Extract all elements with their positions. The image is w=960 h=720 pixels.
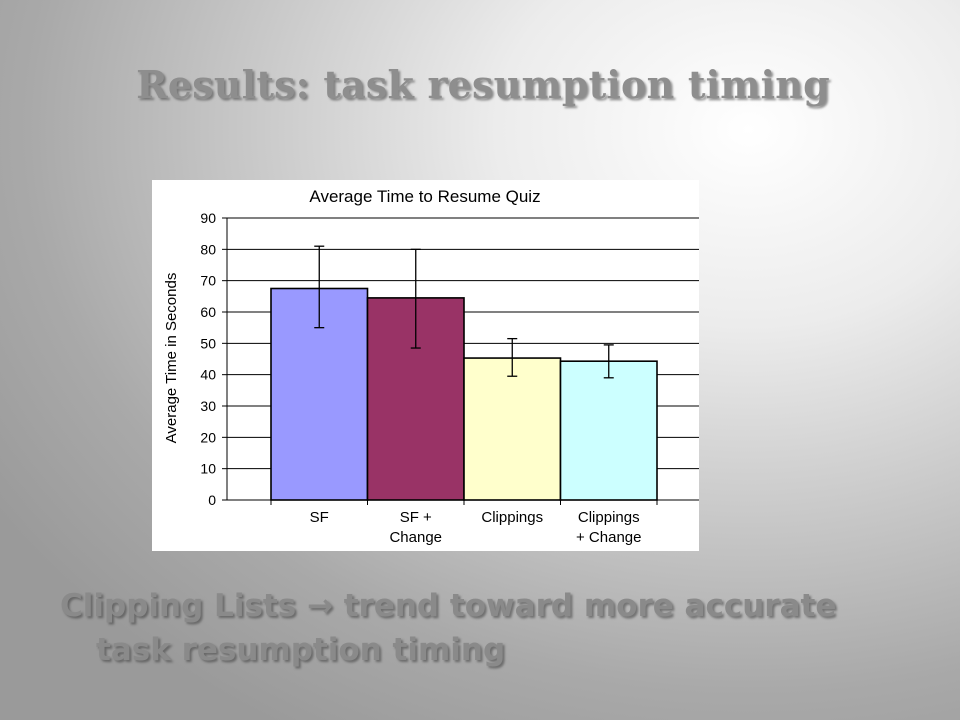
bullet-line-2: task resumption timing <box>96 632 506 668</box>
x-tick-label: Change <box>389 529 442 546</box>
chart-title: Average Time to Resume Quiz <box>309 187 540 206</box>
slide-title: Results: task resumption timing <box>136 62 830 107</box>
x-tick-label: Clippings <box>481 509 543 526</box>
y-tick-label: 0 <box>208 492 216 508</box>
chart-svg: Average Time to Resume Quiz Average Time… <box>163 187 699 546</box>
bar <box>463 357 562 501</box>
y-tick-label: 20 <box>200 429 216 445</box>
y-tick-label: 90 <box>200 210 216 226</box>
y-tick-label: 40 <box>200 367 216 383</box>
y-tick-label: 70 <box>200 273 216 289</box>
x-tick-label: SF + <box>400 509 432 526</box>
y-axis-label: Average Time in Seconds <box>163 273 180 444</box>
bar-chart: Average Time to Resume Quiz Average Time… <box>152 180 699 551</box>
y-tick-label: 30 <box>200 398 216 414</box>
bullet-line-1: Clipping Lists → trend toward more accur… <box>60 588 837 624</box>
bar <box>559 360 658 501</box>
x-tick-label: Clippings <box>578 509 640 526</box>
y-tick-label: 60 <box>200 304 216 320</box>
bullet-point: Clipping Lists → trend toward more accur… <box>60 584 920 672</box>
y-tick-label: 50 <box>200 335 216 351</box>
y-tick-label: 10 <box>200 461 216 477</box>
y-tick-label: 80 <box>200 241 216 257</box>
x-tick-label: + Change <box>576 529 641 546</box>
x-tick-label: SF <box>310 509 329 526</box>
